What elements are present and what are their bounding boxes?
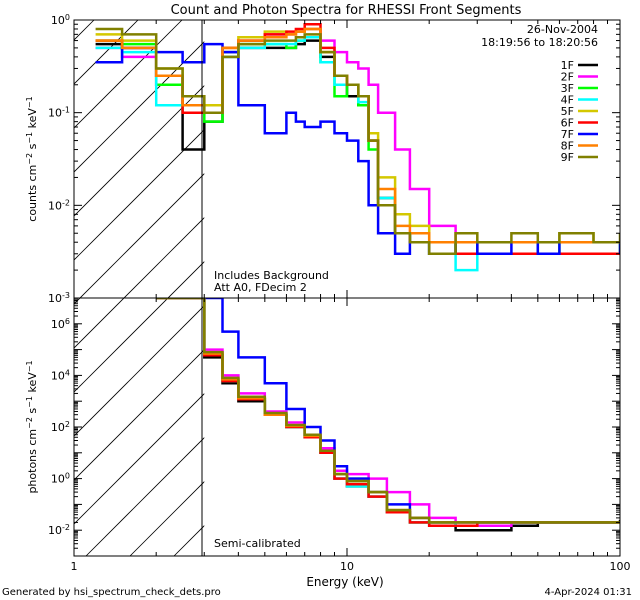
footer-timestamp: 4-Apr-2024 01:31 — [545, 587, 632, 598]
x-tick-label: 100 — [610, 560, 631, 573]
note-attenuator: Att A0, FDecim 2 — [214, 281, 307, 294]
legend-label-5F: 5F — [561, 105, 574, 118]
time-range-label: 18:19:56 to 18:20:56 — [481, 36, 598, 49]
series-6F-bottom — [156, 298, 620, 527]
legend-label-6F: 6F — [561, 117, 574, 130]
date-label: 26-Nov-2004 — [527, 23, 598, 36]
bottom-y-axis-label: photons cm−2 s−1 keV−1 — [25, 360, 40, 493]
chart-title: Count and Photon Spectra for RHESSI Fron… — [171, 3, 522, 18]
x-tick-label: 10 — [340, 560, 354, 573]
note-background: Includes Background — [214, 269, 329, 282]
x-tick-label: 1 — [71, 560, 78, 573]
legend-label-9F: 9F — [561, 151, 574, 164]
series-6F-top — [95, 22, 620, 256]
top-y-tick-label: 10-2 — [48, 198, 70, 213]
bottom-plot-frame — [73, 297, 621, 557]
hatch-region — [74, 20, 205, 556]
series-9F-bottom — [156, 298, 620, 524]
bottom-y-tick-label: 100 — [51, 471, 70, 486]
series-9F-top — [95, 27, 620, 256]
bottom-y-tick-label: 106 — [51, 316, 70, 331]
bottom-y-tick-label: 104 — [51, 368, 70, 383]
legend-label-7F: 7F — [561, 128, 574, 141]
legend-label-4F: 4F — [561, 94, 574, 107]
top-y-tick-label: 10-3 — [48, 291, 70, 306]
x-axis-label: Energy (keV) — [306, 575, 383, 589]
note-semi-calibrated: Semi-calibrated — [214, 537, 301, 550]
series-7F-top — [95, 42, 620, 256]
footer-generated-by: Generated by hsi_spectrum_check_dets.pro — [2, 587, 221, 598]
legend-label-3F: 3F — [561, 82, 574, 95]
top-y-tick-label: 100 — [51, 13, 70, 28]
legend-label-1F: 1F — [561, 59, 574, 72]
legend-label-8F: 8F — [561, 140, 574, 153]
bottom-y-tick-label: 102 — [51, 420, 70, 435]
bottom-y-tick-label: 10-2 — [48, 523, 70, 538]
legend-label-2F: 2F — [561, 71, 574, 84]
top-y-tick-label: 10-1 — [48, 105, 70, 120]
top-y-axis-label: counts cm−2 s−1 keV−1 — [25, 96, 40, 221]
